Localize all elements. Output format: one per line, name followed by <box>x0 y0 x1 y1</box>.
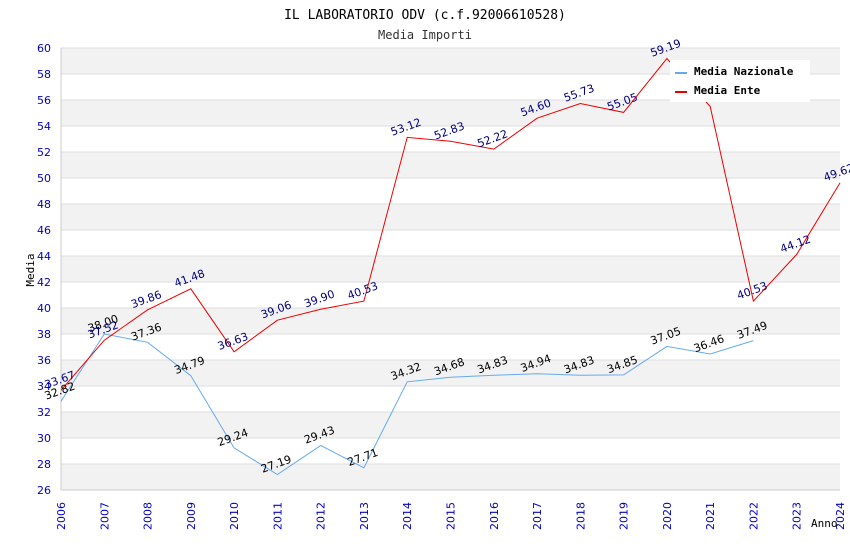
grid-band <box>61 308 840 334</box>
y-tick-labels: 26 28 30 32 34 36 38 40 42 44 46 48 50 52 54 56 58 60 <box>37 42 51 497</box>
y-tick-label: 26 <box>37 484 51 497</box>
series-lines <box>60 57 841 476</box>
grid-band <box>61 230 840 256</box>
legend-label-media-ente: Media Ente <box>694 84 761 97</box>
y-tick-label: 48 <box>37 198 51 211</box>
grid-band <box>61 152 840 178</box>
y-tick-label: 50 <box>37 172 51 185</box>
x-tick-label: 2008 <box>142 502 155 530</box>
y-tick-label: 30 <box>37 432 51 445</box>
grid-band <box>61 256 840 282</box>
grid-band <box>61 360 840 386</box>
y-tick-label: 56 <box>37 94 51 107</box>
x-tick-label: 2022 <box>747 502 760 530</box>
grid-band <box>61 100 840 126</box>
y-tick-label: 44 <box>37 250 51 263</box>
series-line-media-ente <box>60 57 841 391</box>
y-tick-label: 46 <box>37 224 51 237</box>
grid-band <box>61 126 840 152</box>
x-tick-labels: 2006 2007 2008 2009 2010 2011 2012 2013 2014 2015… <box>55 502 847 530</box>
y-tick-label: 60 <box>37 42 51 55</box>
y-tick-label: 32 <box>37 406 51 419</box>
x-tick-label: 2017 <box>531 502 544 530</box>
y-tick-label: 54 <box>37 120 51 133</box>
legend-label-media-nazionale: Media Nazionale <box>694 65 794 78</box>
x-tick-label: 2012 <box>315 502 328 530</box>
grid-band <box>61 334 840 360</box>
legend-box <box>670 60 810 102</box>
x-axis-label: Anno <box>811 517 838 530</box>
y-tick-label: 28 <box>37 458 51 471</box>
grid-band <box>61 386 840 412</box>
series-line-media-nazionale <box>60 333 754 476</box>
y-tick-label: 58 <box>37 68 51 81</box>
x-tick-label: 2006 <box>55 502 68 530</box>
grid-band <box>61 438 840 464</box>
x-tick-label: 2009 <box>185 502 198 530</box>
grid-bands <box>61 48 840 490</box>
y-tick-label: 40 <box>37 302 51 315</box>
x-tick-label: 2021 <box>704 502 717 530</box>
x-tick-label: 2020 <box>661 502 674 530</box>
chart-subtitle: Media Importi <box>378 28 472 42</box>
x-tick-label: 2015 <box>445 502 458 530</box>
grid-band <box>61 178 840 204</box>
chart-title: IL LABORATORIO ODV (c.f.92006610528) <box>284 8 566 23</box>
x-tick-label: 2018 <box>574 502 587 530</box>
x-tick-label: 2013 <box>358 502 371 530</box>
y-axis-label: Media <box>24 253 37 286</box>
x-tick-label: 2014 <box>401 502 414 530</box>
y-tick-label: 36 <box>37 354 51 367</box>
x-tick-label: 2007 <box>98 502 111 530</box>
legend: Media Nazionale Media Ente <box>670 60 810 102</box>
grid-band <box>61 464 840 490</box>
x-tick-label: 2019 <box>618 502 631 530</box>
x-tick-label: 2010 <box>228 502 241 530</box>
x-tick-label: 2011 <box>271 502 284 530</box>
y-tick-label: 52 <box>37 146 51 159</box>
grid-band <box>61 204 840 230</box>
x-tick-label: 2016 <box>488 502 501 530</box>
x-tick-label: 2024 <box>834 502 847 530</box>
y-tick-label: 42 <box>37 276 51 289</box>
y-tick-label: 34 <box>37 380 51 393</box>
axes <box>60 48 840 491</box>
grid-band <box>61 412 840 438</box>
x-tick-label: 2023 <box>791 502 804 530</box>
grid-band <box>61 282 840 308</box>
y-tick-label: 38 <box>37 328 51 341</box>
